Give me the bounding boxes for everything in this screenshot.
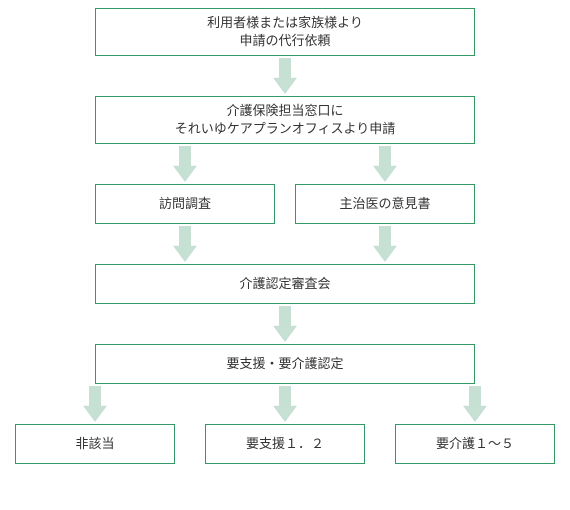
flowchart-arrow	[273, 386, 297, 427]
node-text: 非該当	[75, 435, 114, 453]
node-text: 介護認定審査会	[239, 275, 330, 293]
flowchart-arrow	[373, 146, 397, 187]
flowchart-arrow	[273, 306, 297, 347]
flowchart-node-n5: 介護認定審査会	[95, 264, 475, 304]
flowchart-node-n9: 要介護１～５	[395, 424, 555, 464]
node-text: 申請の代行依頼	[239, 32, 330, 50]
flowchart-node-n6: 要支援・要介護認定	[95, 344, 475, 384]
flowchart-node-n1: 利用者様または家族様より申請の代行依頼	[95, 8, 475, 56]
node-text: 要支援１．２	[246, 435, 324, 453]
node-text: 介護保険担当窓口に	[226, 102, 343, 120]
node-text: 要介護１～５	[436, 435, 514, 453]
flowchart-node-n8: 要支援１．２	[205, 424, 365, 464]
flowchart-arrow	[173, 146, 197, 187]
node-text: 主治医の意見書	[339, 195, 430, 213]
node-text: 要支援・要介護認定	[226, 355, 343, 373]
flowchart-arrow	[273, 58, 297, 99]
flowchart-node-n7: 非該当	[15, 424, 175, 464]
flowchart-node-n2: 介護保険担当窓口にそれいゆケアプランオフィスより申請	[95, 96, 475, 144]
flowchart-node-n4: 主治医の意見書	[295, 184, 475, 224]
flowchart-arrow	[463, 386, 487, 427]
flowchart-node-n3: 訪問調査	[95, 184, 275, 224]
node-text: 訪問調査	[159, 195, 211, 213]
node-text: 利用者様または家族様より	[207, 14, 363, 32]
node-text: それいゆケアプランオフィスより申請	[175, 120, 395, 138]
flowchart-arrow	[373, 226, 397, 267]
flowchart-arrow	[83, 386, 107, 427]
flowchart-arrow	[173, 226, 197, 267]
